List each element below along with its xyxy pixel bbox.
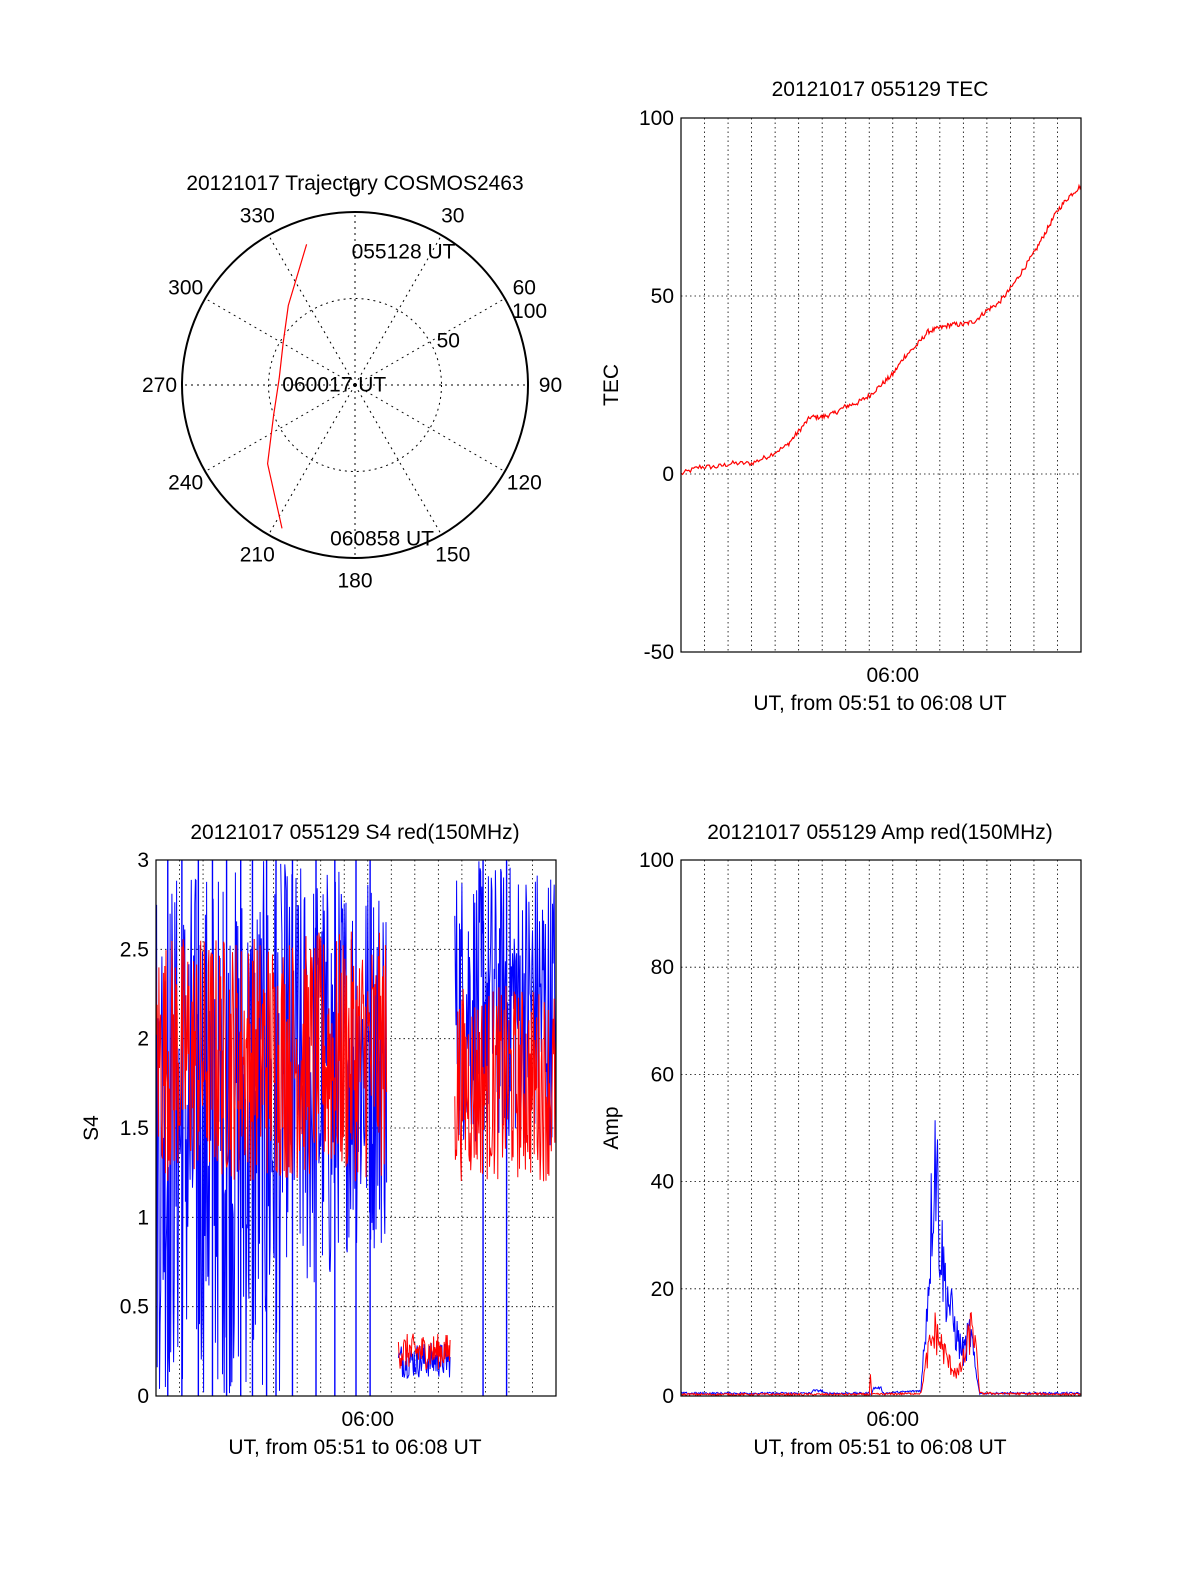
tec-ytick-label: 100 (639, 107, 674, 130)
polar-spoke (354, 384, 442, 536)
trajectory-title: 20121017 Trajectory COSMOS2463 (186, 172, 523, 195)
polar-angle-label: 60 (513, 276, 536, 299)
s4-xlabel: UT, from 05:51 to 06:08 UT (228, 1436, 481, 1459)
s4-plot-frame (155, 859, 557, 1397)
s4-panel: 20121017 055129 S4 red(150MHz) 0 0.5 1 1.5 2… (80, 821, 557, 1459)
polar-angle-label: 180 (337, 569, 372, 592)
polar-angle-label: 150 (435, 543, 470, 566)
trajectory-panel: 20121017 Trajectory COSMOS2463 0 30 60 90 12… (142, 172, 562, 592)
tec-ytick-label: 0 (662, 463, 674, 486)
amp-ytick-label: 80 (651, 956, 674, 979)
tec-panel: 20121017 055129 TEC -50 0 50 100 06:00 UT, f… (600, 78, 1082, 715)
polar-radius-label: 50 (437, 329, 460, 352)
tec-series (680, 183, 1082, 476)
tec-plot-frame (680, 117, 1082, 653)
polar-spoke (354, 298, 506, 386)
s4-ytick-label: 0.5 (120, 1296, 149, 1319)
s4-title: 20121017 055129 S4 red(150MHz) (190, 821, 519, 844)
polar-angle-label: 30 (441, 205, 464, 228)
polar-spoke (354, 234, 442, 386)
amp-ytick-label: 100 (639, 849, 674, 872)
s4-ytick-label: 2.5 (120, 938, 149, 961)
polar-spoke (268, 234, 356, 386)
polar-angle-label: 0 (349, 179, 361, 202)
trajectory-annotation: 060017 UT (282, 373, 386, 396)
polar-outer-circle (181, 211, 529, 559)
amp-series-blue (680, 1120, 1082, 1396)
s4-xtick-label: 06:00 (341, 1408, 394, 1431)
polar-angle-label: 330 (240, 205, 275, 228)
tec-ytick-label: 50 (651, 285, 674, 308)
trajectory-line-group (266, 244, 308, 529)
polar-inner-circle (268, 298, 442, 472)
s4-ytick-label: 3 (137, 849, 149, 872)
trajectory-annotation: 055128 UT (352, 241, 456, 264)
polar-spoke (268, 384, 356, 536)
polar-angle-labels: 0 30 60 90 120 150 180 210 240 270 300 330 (142, 179, 562, 593)
amp-ytick-label: 60 (651, 1063, 674, 1086)
tec-xlabel: UT, from 05:51 to 06:08 UT (753, 692, 1006, 715)
amp-series (680, 1120, 1082, 1397)
amp-grid (681, 860, 1081, 1396)
s4-ytick-label: 1 (137, 1206, 149, 1229)
tec-ylabel: TEC (600, 364, 623, 406)
polar-angle-label: 120 (507, 472, 542, 495)
trajectory-annotation: 060858 UT (330, 527, 434, 550)
s4-tick-labels: 0 0.5 1 1.5 2 2.5 3 06:00 (120, 849, 394, 1431)
s4-ytick-label: 2 (137, 1028, 149, 1051)
polar-spoke (204, 298, 356, 386)
trajectory-annotations: 055128 UT 060017 UT 060858 UT (282, 241, 455, 551)
amp-ylabel: Amp (600, 1106, 623, 1149)
s4-series (155, 860, 557, 1396)
amp-plot-frame (680, 859, 1082, 1397)
polar-angle-label: 270 (142, 374, 177, 397)
amp-title: 20121017 055129 Amp red(150MHz) (707, 821, 1053, 844)
tec-tick-labels: -50 0 50 100 06:00 (639, 107, 919, 687)
s4-ytick-label: 1.5 (120, 1117, 149, 1140)
s4-series-red (155, 931, 557, 1370)
amp-ytick-label: 20 (651, 1278, 674, 1301)
tec-ytick-label: -50 (644, 641, 674, 664)
tec-series-line (680, 183, 1082, 476)
amp-tick-labels: 0 20 40 60 80 100 06:00 (639, 849, 919, 1431)
s4-ytick-label: 0 (137, 1385, 149, 1408)
polar-angle-label: 240 (168, 472, 203, 495)
trajectory-line (266, 244, 308, 529)
amp-ytick-label: 40 (651, 1171, 674, 1194)
tec-grid (681, 118, 1081, 652)
polar-spoke (354, 384, 506, 472)
amp-ytick-label: 0 (662, 1385, 674, 1408)
amp-xtick-label: 06:00 (866, 1408, 919, 1431)
polar-angle-label: 300 (168, 276, 203, 299)
amp-panel: 20121017 055129 Amp red(150MHz) 0 20 40 60 8… (600, 821, 1082, 1459)
amp-series-red (680, 1311, 1082, 1397)
polar-radius-labels: 50 100 (437, 300, 547, 353)
polar-angle-label: 90 (539, 374, 562, 397)
tec-title: 20121017 055129 TEC (772, 78, 989, 101)
polar-angle-label: 210 (240, 543, 275, 566)
tec-xtick-label: 06:00 (866, 664, 919, 687)
polar-radius-label: 100 (512, 300, 547, 323)
polar-grid (181, 211, 529, 559)
amp-xlabel: UT, from 05:51 to 06:08 UT (753, 1436, 1006, 1459)
s4-ylabel: S4 (80, 1115, 103, 1141)
polar-spoke (204, 384, 356, 472)
